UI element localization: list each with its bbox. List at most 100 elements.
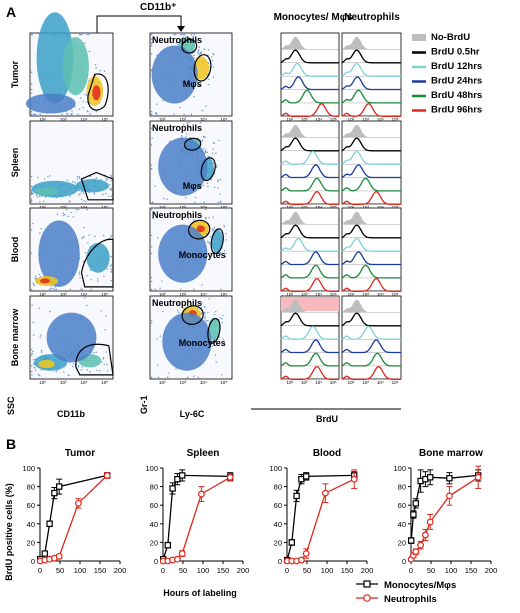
tick-label: 10³	[180, 117, 187, 122]
tick-label: 10²	[286, 380, 293, 385]
data-point	[303, 473, 310, 480]
histogram-stack	[280, 32, 340, 117]
x-tick-label: 150	[94, 566, 107, 575]
tick-label: 10⁵	[330, 292, 337, 297]
tick-label: 10²	[159, 205, 166, 210]
gate-outline	[210, 228, 224, 255]
gate-name: Mφs	[183, 79, 202, 89]
density-plot	[149, 207, 233, 292]
gate-outline	[87, 73, 109, 111]
data-point	[426, 518, 434, 526]
series-line	[286, 474, 355, 561]
tick-label: 10²	[159, 380, 166, 385]
data-point	[174, 475, 181, 483]
histogram-stack	[280, 207, 340, 292]
gate-outline	[181, 305, 204, 325]
x-tick-label: 100	[321, 566, 334, 575]
axis-label-ssc: SSC	[6, 396, 16, 415]
chart-title: Bone marrow	[419, 448, 483, 459]
panel-b-xlabel: Hours of labeling	[163, 588, 237, 598]
tick-label: 10⁴	[200, 117, 207, 122]
tick-label: 10⁴	[377, 117, 384, 122]
x-tick-label: 150	[341, 566, 354, 575]
y-tick-label: 0	[154, 557, 158, 566]
y-tick-label: 60	[274, 501, 282, 510]
y-tick-label: 60	[27, 501, 35, 510]
tick-label: 10⁴	[200, 205, 207, 210]
gate-name: Neutrophils	[152, 123, 202, 133]
x-tick-label: 0	[161, 566, 165, 575]
tick-label: 10⁵	[330, 205, 337, 210]
y-tick-label: 20	[27, 538, 35, 547]
tick-label: 10⁴	[315, 292, 322, 297]
legend-label: BrdU 96hrs	[431, 105, 482, 116]
panel-a-flow-plots: Tumor Neutrophils Mφs 10² 10³ 10⁴ 10⁵ 10² 10³ 10⁴…	[10, 12, 402, 385]
data-point	[288, 539, 296, 546]
tick-label: 10⁵	[392, 292, 399, 297]
tick-label: 10⁴	[315, 380, 322, 385]
row-label: Blood	[10, 237, 20, 263]
data-point	[55, 483, 63, 490]
tick-label: 10⁵	[101, 205, 108, 210]
gate-arrow-head	[177, 26, 185, 32]
col-header-monocytes: Monocytes/ Mφs	[274, 12, 353, 23]
x-tick-label: 100	[197, 566, 210, 575]
data-point	[103, 472, 111, 479]
tick-label: 10³	[60, 292, 67, 297]
tick-label: 10³	[362, 292, 369, 297]
data-point	[293, 492, 300, 500]
y-tick-label: 100	[145, 464, 158, 473]
y-tick-label: 100	[269, 464, 282, 473]
x-tick-label: 50	[179, 566, 187, 575]
y-tick-label: 0	[402, 557, 406, 566]
data-point	[412, 500, 420, 507]
gate-name: Monocytes	[179, 250, 226, 260]
series-line	[410, 474, 479, 541]
density-plot	[25, 12, 114, 117]
y-tick-label: 60	[150, 501, 158, 510]
tick-label: 10⁵	[330, 380, 337, 385]
data-point	[350, 475, 358, 483]
histogram-stack	[341, 295, 402, 380]
panel-a-legend: No-BrdU BrdU 0.5hr BrdU 12hrs BrdU 24hrs Brd…	[412, 32, 482, 116]
gate-name: Mφs	[183, 181, 202, 191]
gate-outline	[188, 219, 211, 240]
row-label: Bone marrow	[10, 308, 20, 367]
panel-b-label: B	[6, 436, 16, 452]
tick-label: 10³	[180, 205, 187, 210]
x-tick-label: 200	[485, 566, 498, 575]
data-point	[412, 548, 420, 556]
density-plot	[29, 120, 114, 205]
tick-label: 10²	[159, 117, 166, 122]
tick-label: 10⁴	[315, 205, 322, 210]
tick-label: 10⁵	[220, 380, 227, 385]
tick-label: 10⁵	[392, 117, 399, 122]
density-plot	[29, 295, 114, 380]
panel-b-legend: Monocytes/Mφs Neutrophils	[356, 580, 456, 605]
tick-label: 10³	[362, 380, 369, 385]
data-point	[226, 473, 234, 481]
y-tick-label: 80	[27, 483, 35, 492]
tick-label: 10²	[348, 380, 355, 385]
y-tick-label: 100	[393, 464, 406, 473]
tick-label: 10⁵	[101, 117, 108, 122]
x-tick-label: 100	[74, 566, 87, 575]
gate-outline	[193, 54, 212, 82]
legend-marker	[363, 594, 371, 602]
tick-label: 10³	[180, 292, 187, 297]
tick-label: 10⁴	[200, 292, 207, 297]
y-tick-label: 0	[31, 557, 35, 566]
data-point	[410, 511, 417, 518]
legend-swatch	[412, 34, 426, 41]
gate-outline	[80, 238, 114, 288]
histogram-stack	[341, 32, 402, 117]
data-point	[417, 541, 425, 549]
histogram-stack	[341, 120, 402, 205]
data-point	[164, 541, 171, 549]
legend-label: No-BrdU	[431, 32, 470, 43]
tick-label: 10⁵	[220, 205, 227, 210]
gate-label: CD11b⁺	[140, 2, 176, 13]
row-label: Tumor	[10, 60, 20, 88]
histogram-stack	[341, 207, 402, 292]
